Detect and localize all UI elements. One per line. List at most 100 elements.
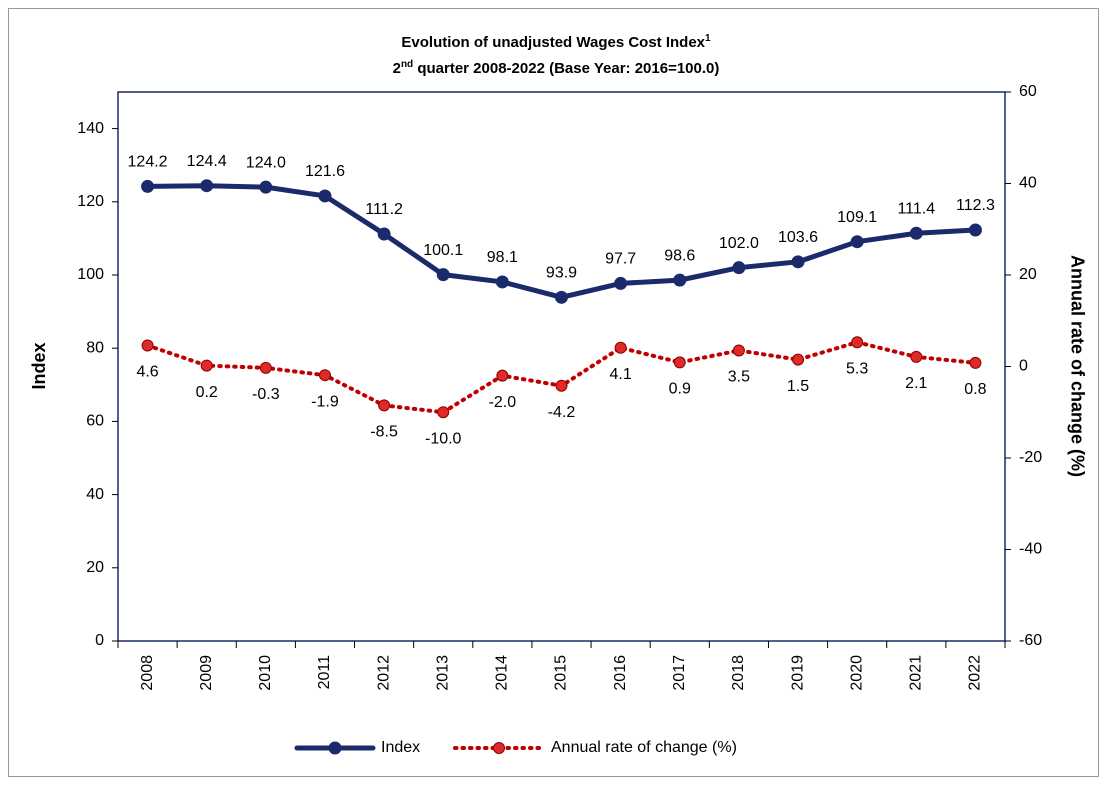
data-label: 124.2 — [128, 154, 168, 171]
x-tick-label: 2009 — [198, 655, 215, 691]
y2-tick-label: -60 — [1019, 632, 1042, 649]
y-tick-label: 140 — [77, 120, 104, 137]
title-text: Evolution of unadjusted Wages Cost Index — [401, 34, 705, 51]
y-tick-label: 60 — [86, 413, 104, 430]
data-label: 2.1 — [905, 375, 927, 392]
data-label: -10.0 — [425, 430, 462, 447]
marker — [851, 336, 864, 349]
marker — [259, 361, 272, 374]
marker — [850, 235, 864, 249]
data-label: 121.6 — [305, 163, 345, 180]
x-tick-label: 2020 — [848, 655, 865, 691]
data-label: -2.0 — [489, 394, 517, 411]
marker — [909, 226, 923, 240]
data-label: 4.6 — [136, 364, 158, 381]
title-sup: 1 — [705, 33, 711, 44]
y-tick-label: 120 — [77, 193, 104, 210]
marker — [378, 399, 391, 412]
data-label: 111.2 — [365, 201, 403, 218]
marker — [614, 276, 628, 290]
y2-tick-label: 0 — [1019, 358, 1028, 375]
y-tick-label: 20 — [86, 559, 104, 576]
y2-tick-label: 20 — [1019, 266, 1037, 283]
x-tick-label: 2021 — [908, 655, 925, 691]
marker — [732, 344, 745, 357]
data-label: -1.9 — [311, 393, 339, 410]
data-label: 0.2 — [196, 384, 218, 401]
data-label: 124.4 — [187, 153, 227, 170]
marker — [968, 223, 982, 237]
y-tick-label: 80 — [86, 339, 104, 356]
marker — [318, 189, 332, 203]
marker — [496, 369, 509, 382]
data-label: -0.3 — [252, 386, 280, 403]
marker — [141, 179, 155, 193]
marker — [732, 261, 746, 275]
x-tick-label: 2018 — [730, 655, 747, 691]
y2-tick-label: 60 — [1019, 83, 1037, 100]
data-label: 112.3 — [956, 197, 995, 214]
data-label: 5.3 — [846, 360, 868, 377]
x-tick-label: 2014 — [494, 655, 511, 691]
marker — [673, 273, 687, 287]
data-label: -4.2 — [548, 404, 576, 421]
marker — [436, 268, 450, 282]
x-tick-label: 2015 — [553, 655, 570, 691]
data-label: 93.9 — [546, 265, 577, 282]
chart-frame — [8, 8, 1099, 777]
x-tick-label: 2013 — [434, 655, 451, 691]
marker — [614, 341, 627, 354]
data-label: 1.5 — [787, 378, 809, 395]
data-label: 102.0 — [719, 235, 759, 252]
chart-subtitle: 2nd quarter 2008-2022 (Base Year: 2016=1… — [393, 59, 720, 77]
x-tick-label: 2019 — [789, 655, 806, 691]
marker — [377, 227, 391, 241]
subtitle-after: quarter 2008-2022 (Base Year: 2016=100.0… — [413, 60, 719, 77]
y2-tick-label: -20 — [1019, 449, 1042, 466]
marker — [910, 350, 923, 363]
marker — [495, 275, 509, 289]
y-axis-title: Index — [29, 342, 49, 389]
legend-label: Annual rate of change (%) — [551, 739, 737, 756]
legend-label: Index — [381, 739, 420, 756]
marker — [318, 369, 331, 382]
data-label: 3.5 — [728, 369, 750, 386]
marker — [555, 290, 568, 304]
data-label: 98.6 — [664, 247, 695, 264]
legend-marker — [493, 742, 505, 754]
marker — [200, 359, 213, 372]
marker — [673, 356, 686, 369]
data-label: 0.9 — [669, 381, 691, 398]
x-tick-label: 2008 — [139, 655, 156, 691]
data-label: 0.8 — [964, 381, 986, 398]
data-label: 4.1 — [610, 366, 632, 383]
y2-tick-label: 40 — [1019, 175, 1037, 192]
data-label: 97.7 — [605, 251, 636, 268]
x-tick-label: 2010 — [257, 655, 274, 691]
marker — [200, 179, 214, 193]
data-label: -8.5 — [370, 424, 398, 441]
y-tick-label: 0 — [95, 632, 104, 649]
marker — [259, 180, 273, 194]
y-tick-label: 40 — [86, 486, 104, 503]
x-tick-label: 2012 — [375, 655, 392, 691]
x-tick-label: 2016 — [612, 655, 629, 691]
legend-marker — [328, 741, 342, 755]
x-tick-label: 2022 — [967, 655, 984, 691]
y-tick-label: 100 — [77, 266, 104, 283]
data-label: 109.1 — [837, 209, 877, 226]
marker — [969, 356, 982, 369]
y2-axis-title: Annual rate of change (%) — [1067, 255, 1087, 477]
data-label: 100.1 — [423, 242, 463, 259]
data-label: 103.6 — [778, 229, 818, 246]
marker — [791, 255, 805, 269]
marker — [141, 339, 154, 352]
marker — [437, 406, 450, 419]
subtitle-sup: nd — [401, 59, 413, 70]
data-label: 98.1 — [487, 249, 518, 266]
chart-title: Evolution of unadjusted Wages Cost Index… — [401, 33, 711, 51]
marker — [792, 353, 805, 366]
x-tick-label: 2017 — [671, 655, 688, 691]
